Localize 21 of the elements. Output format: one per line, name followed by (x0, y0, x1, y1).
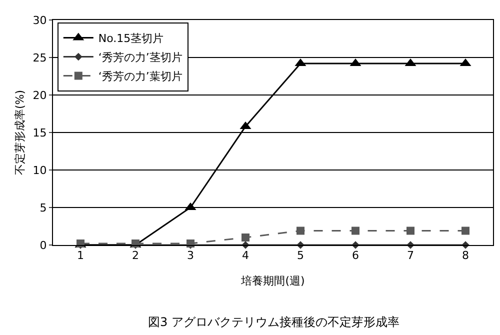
x-tick-label: 7 (407, 249, 414, 262)
legend-label: ‘秀芳の力’茎切片 (98, 51, 182, 64)
legend-label: No.15茎切片 (98, 32, 164, 46)
x-tick-label: 3 (187, 249, 194, 262)
x-tick-label: 2 (132, 249, 139, 262)
y-axis-title: 不定芽形成率(%) (13, 90, 26, 176)
y-tick-label: 5 (40, 201, 47, 214)
y-tick-label: 20 (32, 88, 47, 102)
y-tick-label: 10 (32, 164, 47, 177)
x-tick-label: 8 (462, 249, 469, 262)
x-tick-label: 6 (352, 249, 359, 262)
x-tick-label: 1 (77, 249, 84, 262)
x-tick-label: 4 (242, 249, 249, 262)
y-tick-label: 0 (40, 238, 47, 252)
legend-label: ‘秀芳の力’葉切片 (98, 70, 182, 84)
x-tick-label: 5 (297, 249, 304, 262)
y-tick-label: 15 (32, 126, 47, 140)
x-axis-title: 培養期間(週) (240, 274, 305, 288)
caption: 図3 アグロバクテリウム接種後の不定芽形成率 (148, 315, 400, 329)
y-tick-label: 25 (32, 51, 47, 64)
y-tick-label: 30 (32, 14, 47, 27)
